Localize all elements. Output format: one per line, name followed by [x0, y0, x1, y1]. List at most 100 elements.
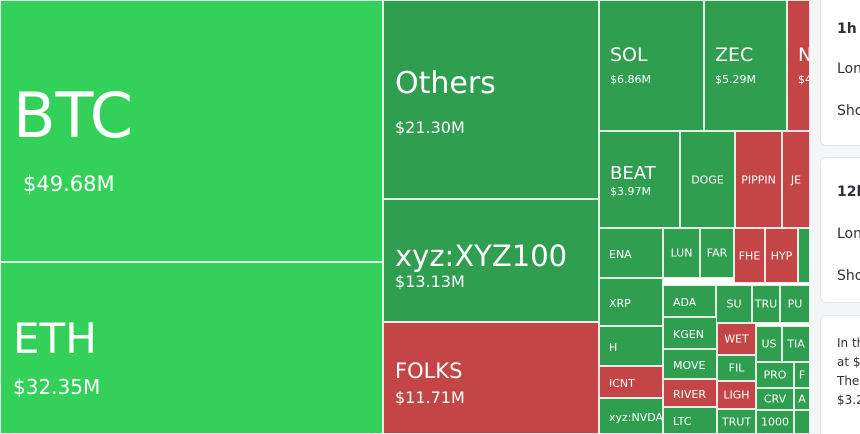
tile-symbol: 1000 [761, 415, 789, 429]
tile-symbol: FHE [738, 249, 761, 262]
timeframe-card-12h[interactable]: 12h Lon Sho [820, 157, 860, 303]
tile-symbol: SU [726, 297, 742, 311]
tile-symbol: PIPPIN [741, 173, 776, 186]
tile-symbol: FOLKS [395, 359, 463, 384]
treemap-tile[interactable]: SU [716, 285, 752, 323]
treemap-tile[interactable]: FHE [734, 228, 765, 283]
treemap-tile[interactable]: A [794, 388, 810, 410]
tile-symbol: TIA [787, 337, 805, 351]
tile-value: $3.97M [610, 185, 651, 199]
tile-value: $6.86M [610, 73, 651, 87]
treemap-tile[interactable]: FAR [700, 228, 734, 278]
tile-symbol: LTC [673, 415, 692, 428]
tile-symbol: MOVE [673, 358, 706, 372]
tile-symbol: ETH [13, 314, 97, 364]
treemap-tile[interactable]: XRP [599, 278, 663, 326]
info-line: The [837, 374, 860, 388]
tile-symbol: xyz:XYZ100 [395, 238, 568, 273]
card-title: 1h [837, 21, 857, 37]
treemap-tile[interactable]: DOGE [680, 131, 735, 228]
tile-symbol: ADA [673, 295, 697, 309]
treemap-tile[interactable]: TIA [782, 326, 810, 362]
tile-value: $4 [798, 73, 809, 87]
tile-symbol: A [798, 392, 806, 406]
tile-symbol: BEAT [610, 162, 656, 184]
treemap-tile[interactable] [794, 410, 810, 434]
tile-value: $5.29M [715, 73, 756, 87]
tile-symbol: xyz:NVDA [609, 410, 663, 424]
treemap-tile[interactable]: TRU [752, 285, 780, 323]
tile-value: $21.30M [395, 118, 465, 138]
tile-symbol: ICNT [609, 376, 635, 390]
treemap-tile[interactable]: ADA [663, 285, 716, 317]
treemap-tile[interactable]: ICNT [599, 366, 663, 398]
treemap-tile[interactable]: RIVER [663, 379, 717, 407]
treemap-tile[interactable]: ETH $32.35M [0, 262, 383, 434]
tile-symbol: US [761, 337, 777, 351]
tile-symbol: LUN [670, 246, 693, 260]
tile-symbol: FAR [706, 246, 728, 260]
tile-symbol: HYP [770, 249, 793, 262]
treemap-tile[interactable]: MOVE [663, 349, 717, 379]
treemap-tile[interactable]: ENA [599, 228, 663, 278]
tile-symbol: DOGE [691, 173, 724, 186]
treemap-tile[interactable]: 1000 [756, 410, 794, 434]
long-label: Lon [837, 61, 860, 77]
long-label: Lon [837, 226, 860, 242]
treemap-tile[interactable]: LUN [663, 228, 700, 278]
tile-symbol: XRP [609, 296, 631, 310]
tile-symbol: LIGH [723, 388, 750, 402]
tile-symbol: SOL [610, 43, 648, 66]
info-line: In th [837, 336, 860, 350]
timeframe-card-1h[interactable]: 1h Lon Sho [820, 0, 860, 146]
treemap-tile[interactable]: F [794, 362, 810, 388]
treemap-tile[interactable]: TRUT [717, 409, 756, 434]
treemap-tile[interactable]: SOL $6.86M [599, 0, 704, 131]
tile-value: $32.35M [13, 374, 101, 399]
tile-symbol: CRV [763, 392, 787, 406]
treemap-tile[interactable]: H [599, 326, 663, 366]
treemap-tile[interactable]: N $4 [787, 0, 810, 131]
short-label: Sho [837, 268, 860, 284]
treemap-tile[interactable]: xyz:NVDA [599, 398, 663, 434]
treemap-tile[interactable]: FIL [717, 355, 756, 381]
tile-symbol: WET [724, 332, 749, 346]
tile-symbol: TRUT [721, 415, 752, 428]
treemap-tile[interactable] [798, 228, 810, 283]
treemap-tile[interactable]: BTC $49.68M [0, 0, 383, 262]
treemap-tile[interactable]: PIPPIN [735, 131, 782, 228]
tile-symbol: ZEC [715, 43, 754, 66]
treemap-tile[interactable]: KGEN [663, 317, 717, 349]
card-title: 12h [837, 184, 860, 200]
treemap-tile[interactable]: JE [782, 131, 810, 228]
tile-symbol: JE [790, 173, 802, 186]
tile-value: $11.71M [395, 388, 465, 408]
tile-symbol: F [798, 368, 806, 382]
info-line: $3.2 [837, 393, 860, 407]
tile-symbol: TRU [754, 297, 778, 311]
treemap-tile[interactable]: WET [717, 323, 756, 355]
info-text: In th at $ The $3.2 [837, 334, 860, 410]
treemap-tile[interactable]: ZEC $5.29M [704, 0, 787, 131]
short-label: Sho [837, 103, 860, 119]
treemap-tile[interactable]: PU [780, 285, 810, 323]
tile-value: $13.13M [395, 271, 465, 291]
tile-symbol: BTC [13, 78, 134, 152]
info-card: In th at $ The $3.2 [820, 315, 860, 434]
treemap-tile[interactable]: PRO [756, 362, 794, 388]
treemap-tile[interactable]: LIGH [717, 381, 756, 409]
info-line: at $ [837, 355, 860, 369]
treemap-tile[interactable]: Others $21.30M [383, 0, 599, 199]
treemap-tile[interactable]: US [756, 326, 782, 362]
treemap-tile[interactable]: xyz:XYZ100 $13.13M [383, 199, 599, 322]
tile-symbol: PRO [763, 368, 787, 382]
tile-value: $49.68M [23, 171, 115, 196]
tile-symbol: PU [787, 297, 803, 311]
treemap-tile[interactable]: FOLKS $11.71M [383, 322, 599, 434]
treemap-tile[interactable]: CRV [756, 388, 794, 410]
tile-symbol: RIVER [673, 387, 707, 401]
treemap-tile[interactable]: HYP [765, 228, 798, 283]
treemap-tile[interactable]: BEAT $3.97M [599, 131, 680, 228]
treemap-tile[interactable]: LTC [663, 407, 717, 434]
tile-symbol: FIL [728, 361, 745, 375]
